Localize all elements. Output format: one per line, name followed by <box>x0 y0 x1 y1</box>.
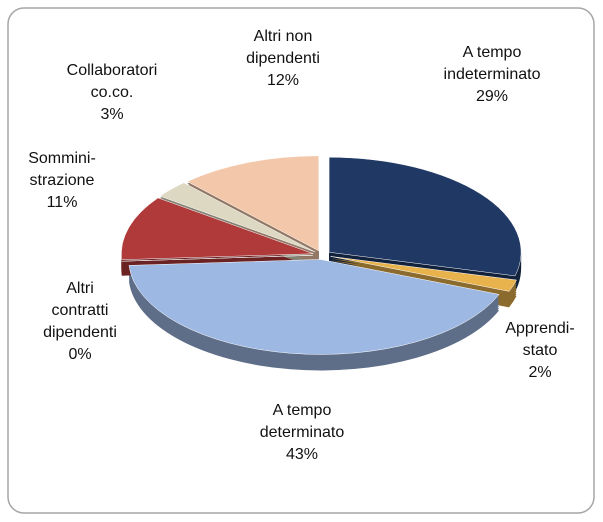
slice <box>159 182 316 253</box>
value-label: 43% <box>285 446 319 463</box>
category-label: Apprendi- stato <box>505 320 575 359</box>
slice-label: Altri non dipendenti 12% <box>246 26 320 92</box>
slice-label: Collaboratori co.co. 3% <box>67 60 158 126</box>
slice-label: Sommini- strazione 11% <box>28 148 96 214</box>
slice-label: A tempo determinato 43% <box>260 400 345 466</box>
value-label: 0% <box>68 346 92 363</box>
category-label: Altri contratti dipendenti <box>43 280 117 341</box>
value-label: 29% <box>475 88 509 105</box>
category-label: Sommini- strazione <box>28 150 96 189</box>
category-label: Altri non dipendenti <box>246 28 320 67</box>
slice-label: Altri contratti dipendenti 0% <box>43 278 117 366</box>
slice-label: A tempo indeterminato 29% <box>444 42 541 108</box>
category-label: A tempo determinato <box>259 402 345 441</box>
slice <box>121 197 314 260</box>
slice <box>330 256 517 292</box>
value-label: 2% <box>528 364 552 381</box>
slice-side <box>330 258 517 294</box>
slice <box>128 259 500 355</box>
slice-label: Apprendi- stato 2% <box>505 318 574 384</box>
category-label: Collaboratori co.co. <box>66 62 158 101</box>
pie-tops <box>121 155 522 355</box>
category-label: A tempo indeterminato <box>443 44 541 83</box>
slice <box>328 156 522 277</box>
value-label: 3% <box>100 106 124 123</box>
slice <box>186 155 319 252</box>
slice-side <box>330 260 517 296</box>
value-label: 12% <box>266 72 300 89</box>
slice <box>121 255 314 262</box>
value-label: 11% <box>46 194 78 211</box>
